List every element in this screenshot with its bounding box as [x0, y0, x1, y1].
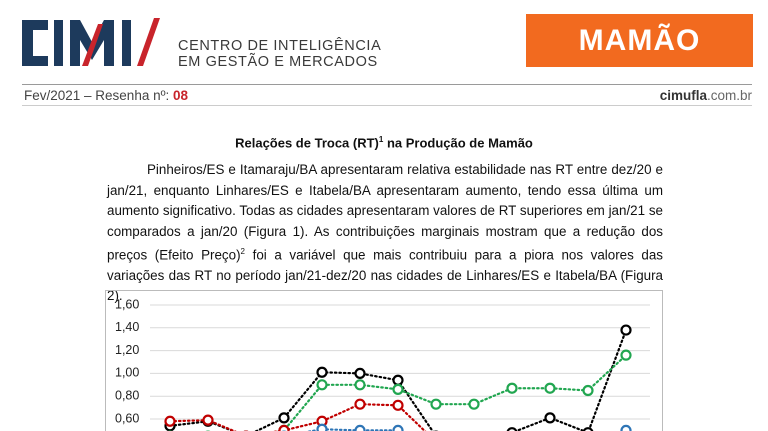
data-point	[392, 374, 404, 386]
y-tick-label: 0,80	[115, 388, 139, 402]
org-line: CENTRO DE INTELIGÊNCIA	[178, 38, 382, 54]
data-point	[544, 412, 556, 424]
text: foi a variável que mais contribuiu para …	[107, 247, 664, 304]
issue-number: 08	[173, 88, 189, 103]
data-point	[620, 424, 632, 431]
data-point	[278, 424, 290, 431]
title-main: Relações de Troca (RT)	[235, 135, 379, 151]
data-point	[468, 398, 480, 410]
data-point	[316, 366, 328, 378]
data-point	[202, 414, 214, 426]
logo	[22, 18, 160, 66]
data-point	[392, 383, 404, 395]
rule	[22, 84, 752, 85]
data-point	[506, 382, 518, 394]
data-point	[316, 423, 328, 431]
data-point	[278, 412, 290, 424]
footnote-ref: 1	[378, 135, 384, 144]
site: cimufla.com.br	[660, 88, 752, 103]
data-point	[164, 415, 176, 427]
data-point	[354, 424, 366, 431]
y-tick-label: 1,60	[115, 297, 139, 311]
issue: Fev/2021 – Resenha nº:	[24, 88, 170, 103]
data-point	[354, 367, 366, 380]
data-point	[582, 384, 594, 397]
y-tick-label: 1,00	[115, 366, 139, 380]
y-tick-label: 1,20	[115, 343, 139, 357]
title-end: na Produção de Mamão	[383, 135, 533, 151]
data-point	[354, 379, 366, 391]
chart: 0,60 0,80 1,00 1,20 1,40 1,60	[105, 290, 663, 431]
data-point	[430, 398, 442, 410]
data-point	[392, 424, 404, 431]
paragraph: Pinheiros/ES e Itamaraju/BA apresentaram…	[107, 160, 663, 307]
data-point	[316, 379, 328, 391]
data-point	[354, 398, 366, 410]
site-bold: cimufla	[659, 88, 707, 103]
footnote-ref: 2	[240, 247, 245, 256]
site-rest: .com.br	[706, 88, 752, 103]
data-point	[506, 427, 518, 431]
data-point	[620, 349, 632, 361]
text: Pinheiros/ES e Itamaraju/BA apresentaram…	[107, 162, 663, 263]
chart-frame	[105, 290, 663, 431]
y-tick-label: 0,60	[115, 411, 139, 425]
data-point	[544, 382, 556, 394]
data-point	[582, 427, 594, 431]
product-badge: MAMÃO	[526, 14, 753, 67]
rule	[22, 105, 752, 106]
issue-info: Fev/2021 – Resenha nº: 08	[24, 88, 188, 103]
section-title: Relações de Troca (RT)1 na Produção de M…	[0, 135, 768, 150]
data-point	[392, 399, 404, 411]
y-tick-label: 1,40	[115, 320, 139, 334]
org-line: EM GESTÃO E MERCADOS	[178, 54, 378, 70]
data-point	[620, 324, 632, 336]
